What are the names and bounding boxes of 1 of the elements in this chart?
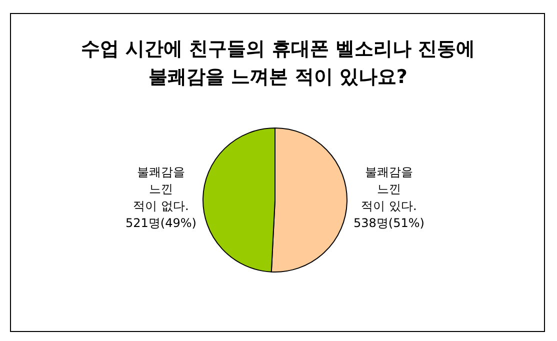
title: 수업 시간에 친구들의 휴대폰 벨소리나 진동에 불쾌감을 느껴본 적이 있나요? bbox=[80, 38, 476, 88]
